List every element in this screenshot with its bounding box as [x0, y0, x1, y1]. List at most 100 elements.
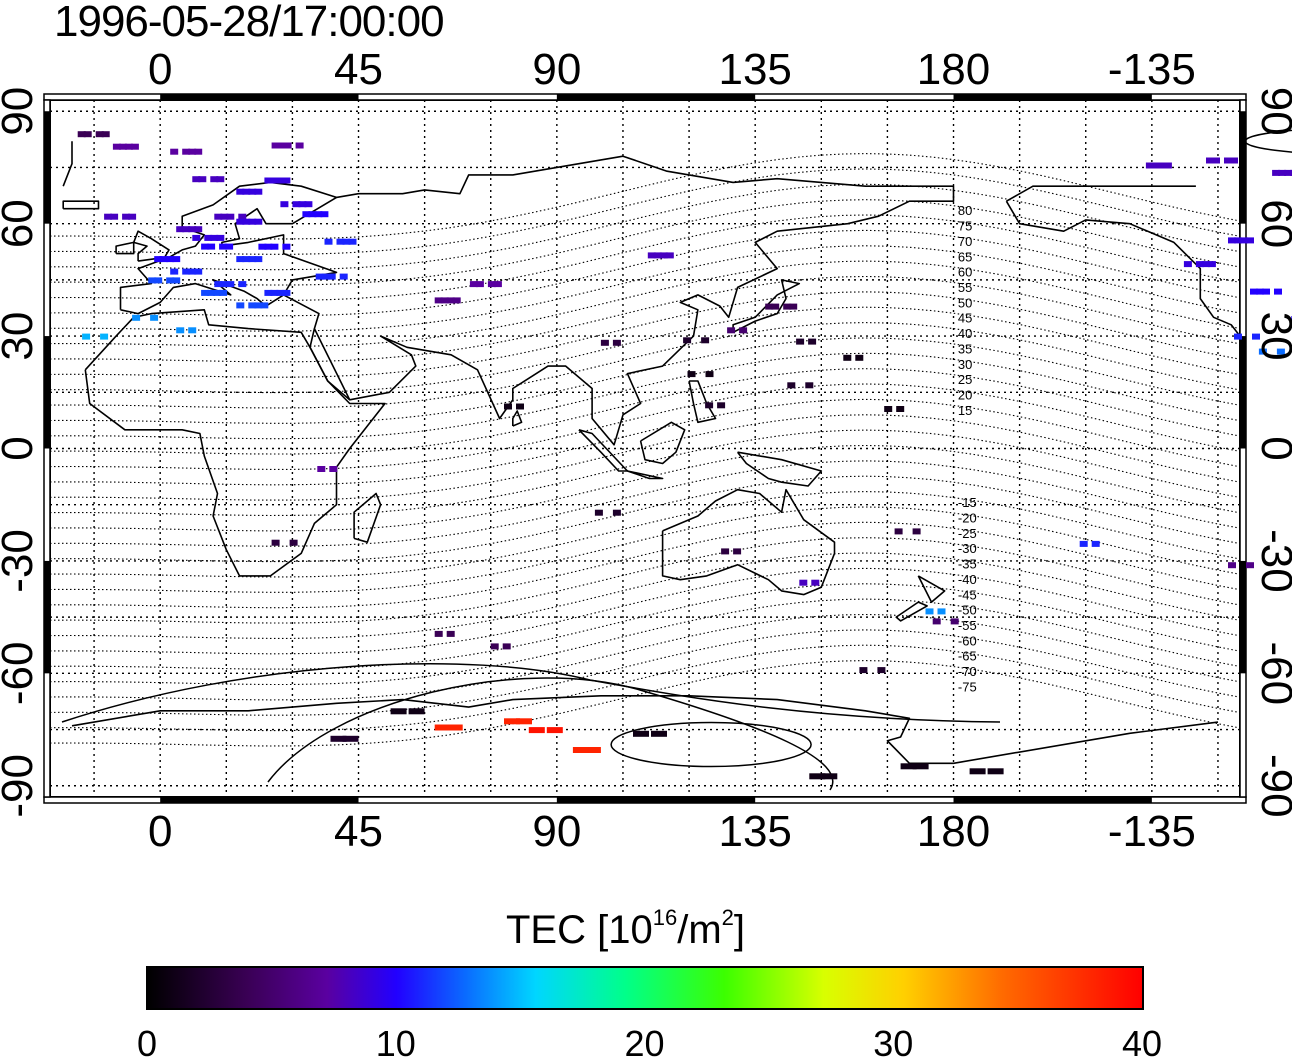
colorbar-tick-label: 20 — [624, 1023, 665, 1064]
dip-contour — [50, 183, 1241, 271]
tec-point — [110, 213, 119, 220]
tec-point — [733, 548, 742, 555]
colorbar-title-end: ] — [733, 908, 746, 952]
tec-point — [160, 256, 169, 263]
tec-point — [1151, 162, 1160, 169]
right-latitude-label: 60 — [1252, 199, 1292, 248]
right-latitude-label: 90 — [1252, 87, 1292, 136]
tec-point — [254, 188, 263, 195]
right-latitude-label: -60 — [1252, 642, 1292, 706]
tec-point — [270, 243, 279, 250]
tec-point — [282, 177, 291, 184]
tec-point — [705, 402, 714, 409]
dip-contour-label: 30 — [958, 357, 972, 372]
dip-contour-label: -60 — [958, 633, 977, 648]
tec-point — [204, 234, 213, 241]
tec-point — [154, 277, 163, 284]
tec-point — [95, 131, 104, 138]
tec-point — [124, 143, 133, 150]
tec-point — [270, 289, 279, 296]
frame-tick-bar — [1240, 336, 1246, 449]
tec-point — [932, 618, 941, 625]
colorbar-title-exponent: 16 — [652, 905, 678, 930]
tec-point — [912, 528, 921, 535]
dip-contour — [50, 644, 1241, 732]
tec-point — [1201, 261, 1210, 268]
tec-point — [329, 466, 338, 472]
tec-point — [188, 148, 197, 155]
tec-point — [176, 226, 185, 233]
left-latitude-label: 60 — [0, 199, 42, 248]
dip-contour — [49, 153, 1241, 240]
coastline — [309, 328, 351, 401]
tec-point — [317, 466, 326, 472]
top-longitude-label: 0 — [148, 45, 172, 94]
tec-point — [1228, 562, 1236, 569]
tec-point — [271, 142, 280, 149]
dip-contour-label: 60 — [958, 265, 972, 280]
right-latitude-label: -30 — [1252, 529, 1292, 593]
tec-point — [172, 256, 181, 263]
bottom-longitude-label: 135 — [718, 807, 791, 856]
coastline — [736, 451, 823, 487]
dip-contour — [50, 260, 1241, 348]
tec-point — [516, 718, 532, 725]
tec-point — [612, 509, 621, 516]
tec-point — [236, 188, 245, 195]
tec-point — [987, 768, 1004, 775]
tec-point — [490, 643, 499, 650]
tec-point — [855, 354, 864, 361]
tec-point — [258, 243, 267, 250]
dip-contour-label: -45 — [958, 587, 977, 602]
tec-point — [572, 747, 589, 753]
tec-point — [659, 252, 668, 259]
colorbar-tick-label: 10 — [375, 1023, 416, 1064]
dip-contour — [49, 598, 1241, 686]
dip-contour — [49, 275, 1241, 363]
tec-point — [705, 371, 714, 378]
tec-point — [216, 176, 225, 183]
tec-point — [226, 281, 235, 288]
tec-point — [683, 337, 692, 344]
tec-point — [1195, 261, 1204, 268]
tec-point — [216, 234, 225, 241]
tec-point — [783, 303, 792, 310]
tec-point — [219, 289, 228, 296]
tec-point — [282, 243, 291, 250]
colorbar-title-unit-exponent: 2 — [721, 905, 734, 930]
top-longitude-label: 180 — [917, 45, 990, 94]
dip-contour-label: 15 — [958, 403, 972, 418]
tec-point — [925, 608, 934, 615]
tec-point — [653, 252, 662, 259]
tec-point — [1278, 169, 1287, 176]
tec-point — [248, 302, 257, 309]
tec-point — [796, 338, 805, 345]
tec-point — [122, 213, 131, 220]
tec-point — [289, 539, 298, 546]
dip-contour-label: 80 — [958, 203, 972, 218]
magnetic-dip-contours: 8075706560555045403530252015-15-20-25-30… — [49, 129, 1292, 791]
tec-point — [194, 148, 203, 155]
frame-tick-bar — [160, 797, 359, 803]
tec-point — [859, 667, 868, 674]
dip-contour-label: -20 — [958, 510, 977, 525]
tec-point — [475, 281, 484, 288]
tec-point — [799, 579, 808, 586]
tec-point — [665, 252, 674, 259]
tec-point — [1079, 540, 1088, 547]
dip-contour-label: -55 — [958, 618, 977, 633]
tec-point — [721, 548, 730, 555]
tec-point — [226, 213, 235, 220]
pole-contour — [1244, 129, 1292, 153]
coastline — [353, 492, 382, 544]
tec-point — [170, 268, 179, 275]
tec-point — [282, 289, 291, 296]
tec-point — [236, 218, 245, 225]
tec-point — [302, 211, 311, 218]
tec-point — [104, 213, 113, 220]
map-timestamp-title: 1996-05-28/17:00:00 — [54, 0, 445, 46]
pole-contour — [61, 663, 1001, 723]
tec-point — [148, 277, 157, 284]
dip-contour — [49, 229, 1241, 317]
dip-contour-label: 65 — [958, 249, 972, 264]
